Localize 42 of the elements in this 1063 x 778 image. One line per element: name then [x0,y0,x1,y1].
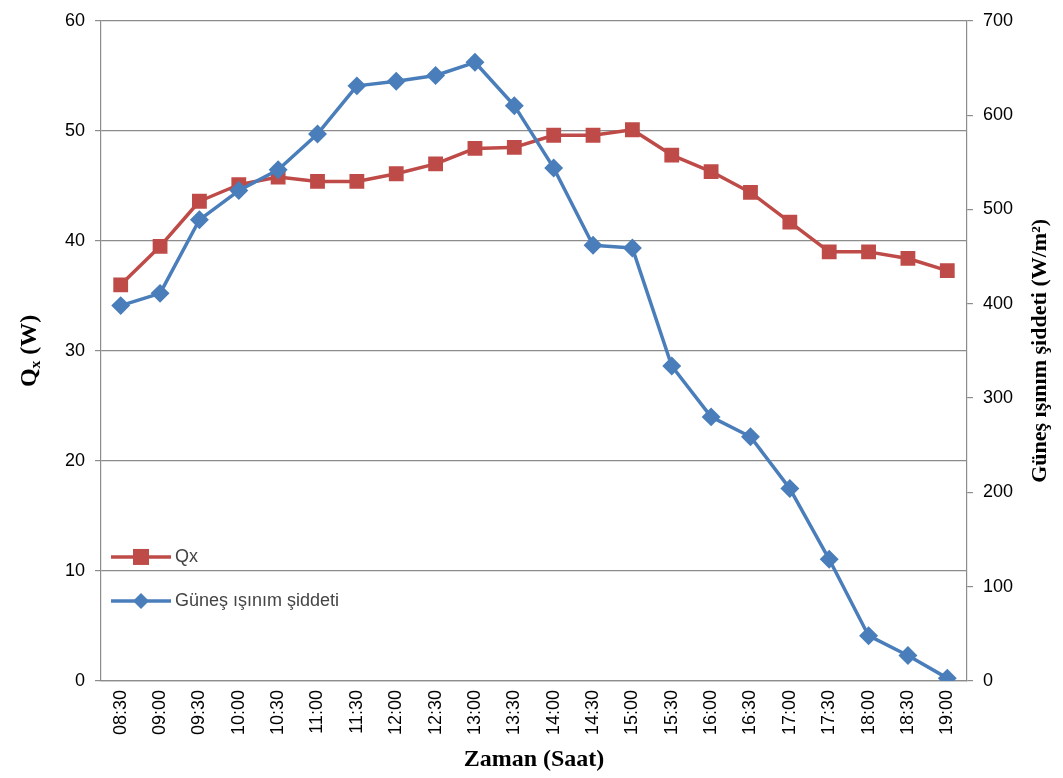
x-tick-label: 18:00 [857,689,878,735]
y2-tick-label: 200 [982,481,1014,502]
y-tick-label: 20 [64,449,86,470]
x-tick-label: 15:30 [660,689,681,735]
legend-label: Qx [175,545,199,566]
y-tick-label: 30 [64,339,86,360]
x-tick-label: 18:30 [896,689,917,735]
x-tick-label: 15:00 [621,689,642,735]
x-tick-label: 14:30 [582,689,603,735]
y-tick-label: 10 [64,559,86,580]
x-tick-label: 16:00 [700,689,721,735]
y2-tick-label: 500 [982,198,1014,219]
x-tick-label: 13:00 [463,689,484,735]
x-tick-label: 08:30 [109,689,130,735]
x-tick-label: 14:00 [542,689,563,735]
x-tick-label: 12:00 [385,689,406,735]
x-tick-label: 10:30 [267,689,288,735]
y-tick-label: 0 [75,669,86,690]
x-tick-label: 09:00 [149,689,170,735]
y2-tick-label: 400 [982,292,1014,313]
x-tick-label: 11:30 [345,689,366,734]
x-tick-label: 16:30 [739,689,760,735]
x-tick-label: 12:30 [424,689,445,735]
y2-tick-label: 700 [982,9,1014,30]
legend-label: Güneş ışınım şiddeti [175,589,340,610]
y2-tick-label: 600 [982,104,1014,125]
x-tick-label: 17:00 [778,689,799,735]
y-tick-label: 50 [64,119,86,140]
y-axis-title: Qx (W) [15,314,44,388]
y2-axis-title: Güneş ışınım şiddeti (W/m²) [1025,218,1051,483]
y-tick-label: 40 [64,229,86,250]
y2-tick-label: 300 [982,387,1014,407]
y-tick-label: 60 [64,9,86,30]
x-tick-label: 19:00 [936,689,957,735]
y2-tick-label: 100 [982,575,1014,596]
x-tick-label: 11:00 [306,689,327,734]
x-tick-label: 09:30 [188,689,209,735]
x-tick-label: 17:30 [818,689,839,735]
y2-tick-label: 0 [982,669,993,690]
x-tick-label: 13:30 [503,689,524,735]
x-tick-label: 10:00 [227,689,248,735]
x-axis-title: Zaman (Saat) [463,745,605,772]
